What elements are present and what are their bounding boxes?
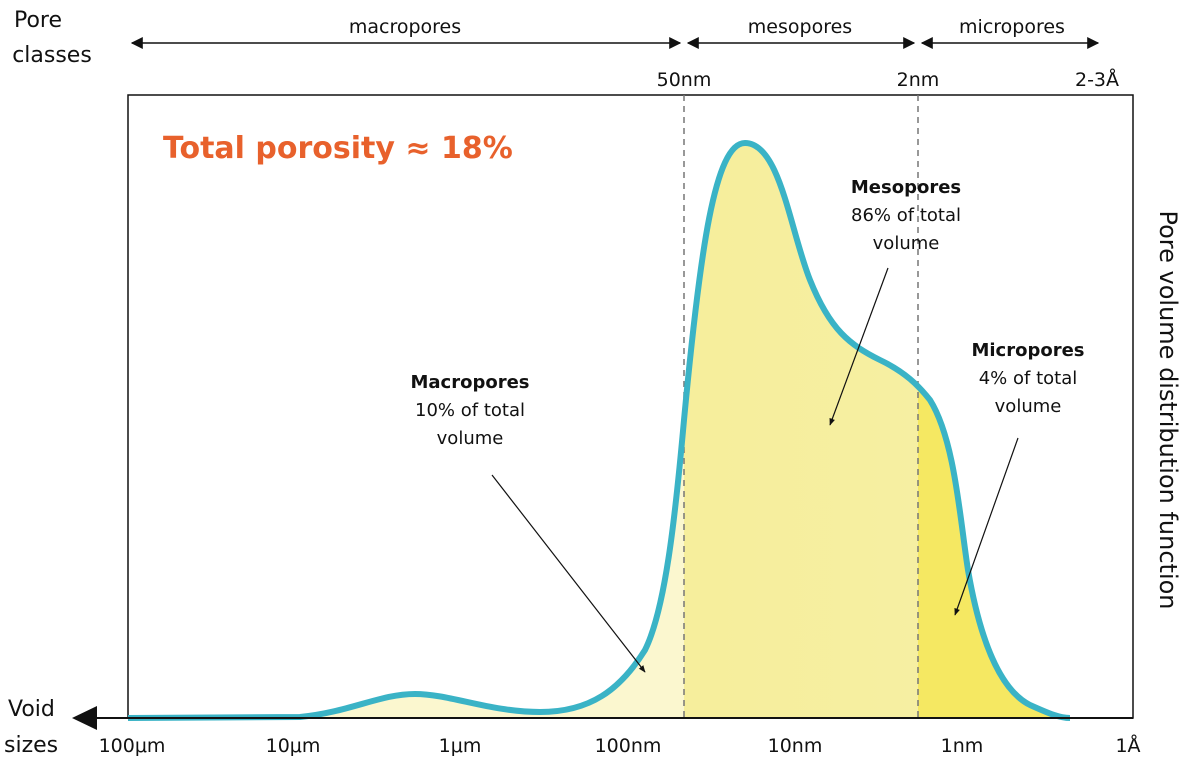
callout-arrow bbox=[491, 474, 646, 673]
callout-text: 86% of total bbox=[851, 205, 961, 226]
callout-title: Micropores bbox=[971, 340, 1084, 361]
callout-title: Macropores bbox=[410, 372, 529, 393]
void-tick-label: 1Å bbox=[1115, 734, 1140, 757]
void-tick-label: 1nm bbox=[941, 735, 984, 757]
callout-text: 10% of total bbox=[415, 400, 525, 421]
void-tick-label: 100μm bbox=[99, 735, 166, 757]
void-tick-label: 1μm bbox=[439, 735, 482, 757]
boundary-label: 50nm bbox=[657, 69, 712, 91]
callout-text: volume bbox=[995, 396, 1062, 417]
y-axis-label: Pore volume distribution function bbox=[1154, 210, 1182, 609]
distribution-curve bbox=[127, 140, 1071, 721]
callout-arrow bbox=[954, 437, 1019, 616]
callout-arrow bbox=[829, 267, 889, 426]
void-sizes-label: sizes bbox=[4, 733, 58, 758]
pore-classes-label: classes bbox=[12, 43, 92, 68]
annotation: Total porosity ≈ 18% bbox=[163, 131, 513, 166]
void-tick-label: 100nm bbox=[595, 735, 662, 757]
callout-text: 4% of total bbox=[979, 368, 1078, 389]
callout-text: volume bbox=[873, 233, 940, 254]
void-axis-arrow bbox=[72, 706, 97, 730]
pore-classes-label: Pore bbox=[14, 8, 62, 33]
callout-title: Mesopores bbox=[851, 177, 961, 198]
class-label: mesopores bbox=[748, 16, 852, 38]
curve-fill bbox=[128, 143, 1070, 718]
class-label: macropores bbox=[349, 16, 461, 38]
void-tick-label: 10nm bbox=[768, 735, 823, 757]
void-tick-label: 10μm bbox=[266, 735, 321, 757]
callout-text: volume bbox=[437, 428, 504, 449]
class-label: micropores bbox=[959, 16, 1065, 38]
boundary-label: 2nm bbox=[897, 69, 940, 91]
boundary-label: 2-3Å bbox=[1075, 68, 1119, 91]
void-sizes-label: Void bbox=[8, 697, 55, 722]
